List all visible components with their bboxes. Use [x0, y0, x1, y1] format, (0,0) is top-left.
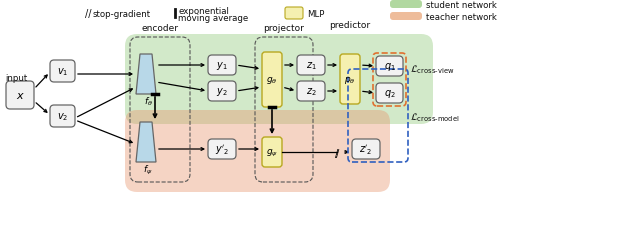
Text: $v_2$: $v_2$ — [57, 111, 68, 122]
FancyBboxPatch shape — [208, 82, 236, 101]
Polygon shape — [136, 55, 156, 95]
Text: $v_1$: $v_1$ — [57, 66, 68, 78]
Text: $\mathcal{L}_{\mathrm{cross\text{-}view}}$: $\mathcal{L}_{\mathrm{cross\text{-}view}… — [410, 63, 454, 76]
FancyBboxPatch shape — [285, 8, 303, 20]
FancyBboxPatch shape — [262, 137, 282, 167]
FancyBboxPatch shape — [208, 139, 236, 159]
FancyBboxPatch shape — [125, 111, 390, 192]
Text: $g_\psi$: $g_\psi$ — [266, 147, 278, 158]
Text: $z_1$: $z_1$ — [306, 60, 316, 72]
Text: $f_\psi$: $f_\psi$ — [143, 163, 153, 176]
FancyBboxPatch shape — [297, 82, 325, 101]
Text: //: // — [84, 9, 92, 19]
Text: $\mathcal{L}_{\mathrm{cross\text{-}model}}$: $\mathcal{L}_{\mathrm{cross\text{-}model… — [410, 111, 460, 124]
Text: $y_2$: $y_2$ — [216, 86, 228, 98]
Text: $\!/\!/$: $\!/\!/$ — [333, 146, 340, 159]
Text: predictor: predictor — [330, 21, 371, 30]
Text: student network: student network — [426, 0, 497, 10]
FancyBboxPatch shape — [262, 53, 282, 108]
Text: MLP: MLP — [307, 10, 324, 18]
FancyBboxPatch shape — [352, 139, 380, 159]
Text: teacher network: teacher network — [426, 12, 497, 21]
Text: exponential: exponential — [178, 7, 229, 15]
Text: input: input — [5, 74, 28, 83]
Text: moving average: moving average — [178, 13, 248, 22]
Text: $q_2$: $q_2$ — [383, 88, 396, 100]
Text: projector: projector — [264, 24, 305, 33]
Text: $y'_2$: $y'_2$ — [215, 143, 229, 156]
Text: $z_2$: $z_2$ — [306, 86, 316, 97]
Text: stop-gradient: stop-gradient — [93, 10, 151, 18]
Polygon shape — [136, 122, 156, 162]
FancyBboxPatch shape — [376, 57, 403, 77]
FancyBboxPatch shape — [50, 106, 75, 127]
FancyBboxPatch shape — [297, 56, 325, 76]
FancyBboxPatch shape — [340, 55, 360, 105]
Text: $x$: $x$ — [15, 91, 24, 101]
FancyBboxPatch shape — [6, 82, 34, 109]
FancyBboxPatch shape — [376, 84, 403, 104]
FancyBboxPatch shape — [390, 13, 422, 21]
Text: $g_\theta$: $g_\theta$ — [266, 74, 278, 85]
FancyBboxPatch shape — [50, 61, 75, 83]
FancyBboxPatch shape — [125, 35, 433, 124]
Text: $z'_2$: $z'_2$ — [359, 143, 372, 156]
Text: $y_1$: $y_1$ — [216, 60, 228, 72]
Text: $f_\theta$: $f_\theta$ — [143, 95, 152, 108]
Text: $p_\theta$: $p_\theta$ — [344, 74, 356, 85]
FancyBboxPatch shape — [390, 1, 422, 9]
Text: $q_1$: $q_1$ — [383, 61, 396, 73]
FancyBboxPatch shape — [208, 56, 236, 76]
Text: encoder: encoder — [141, 24, 179, 33]
